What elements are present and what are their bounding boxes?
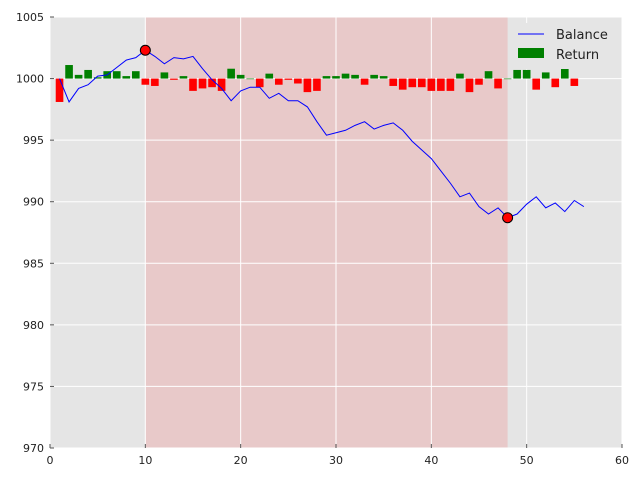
return-bar — [274, 78, 283, 85]
return-bar — [427, 78, 436, 91]
return-bar — [389, 78, 398, 86]
return-bar — [532, 78, 541, 90]
x-tick-label: 20 — [234, 454, 248, 467]
return-bar — [208, 78, 216, 88]
return-bar — [284, 78, 293, 80]
return-bar — [303, 78, 312, 93]
y-tick-label: 1000 — [16, 73, 44, 86]
y-axis-ticks: 970 975 980 985 990 995 1000 1005 — [16, 11, 54, 455]
return-bar — [541, 72, 550, 79]
return-bar — [179, 76, 188, 79]
return-bar — [475, 78, 483, 85]
y-tick-label: 1005 — [16, 11, 44, 24]
return-bar — [265, 73, 274, 79]
return-bar — [437, 78, 445, 91]
legend-return-swatch — [518, 48, 544, 58]
return-bar — [294, 78, 302, 84]
return-bar — [332, 76, 340, 79]
return-bar — [141, 78, 150, 85]
return-bar — [313, 78, 321, 91]
return-bar — [112, 71, 121, 79]
return-bar — [513, 69, 521, 79]
return-bar — [93, 77, 102, 79]
return-bar — [560, 66, 569, 79]
y-tick-label: 985 — [23, 257, 44, 270]
return-bar — [65, 65, 73, 79]
x-tick-label: 0 — [47, 454, 54, 467]
legend-box — [508, 23, 616, 69]
return-bar — [398, 78, 407, 90]
return-bar — [446, 78, 455, 91]
return-bar — [360, 78, 369, 85]
y-tick-label: 995 — [23, 134, 44, 147]
y-tick-label: 980 — [23, 319, 44, 332]
return-bar — [551, 78, 560, 88]
return-bar — [74, 74, 83, 79]
return-bar — [55, 78, 64, 102]
return-bar — [379, 76, 388, 79]
return-bar — [151, 78, 159, 86]
return-bar — [189, 78, 197, 91]
return-bar — [570, 78, 579, 86]
return-bar — [484, 71, 493, 79]
y-tick-label: 990 — [23, 196, 44, 209]
return-bar — [198, 78, 207, 89]
legend-return-label: Return — [556, 48, 599, 63]
return-bar — [417, 78, 426, 88]
balance-marker — [139, 44, 151, 56]
y-tick-label: 970 — [23, 442, 44, 455]
return-bar — [170, 78, 178, 80]
return-bar — [503, 78, 512, 80]
return-bar — [341, 73, 350, 79]
return-bar — [522, 69, 531, 79]
x-tick-label: 10 — [138, 454, 152, 467]
return-bar — [122, 76, 131, 79]
return-bar — [456, 73, 464, 79]
return-bar — [227, 68, 235, 79]
x-tick-label: 30 — [329, 454, 343, 467]
x-tick-label: 60 — [615, 454, 629, 467]
x-tick-label: 50 — [520, 454, 534, 467]
legend-balance-label: Balance — [556, 28, 608, 43]
return-bar — [494, 78, 502, 89]
return-bar — [217, 78, 226, 91]
return-bar — [465, 78, 474, 93]
return-bar — [236, 74, 245, 79]
x-axis-ticks: 0 10 20 30 40 50 60 — [47, 444, 629, 467]
return-bar — [408, 78, 417, 88]
return-bar — [84, 69, 92, 79]
return-bar — [322, 76, 331, 79]
y-tick-label: 975 — [23, 380, 44, 393]
return-bar — [131, 71, 140, 79]
return-bar — [370, 74, 378, 79]
return-bar — [246, 78, 255, 80]
balance-marker — [502, 212, 514, 224]
return-bar — [351, 74, 359, 79]
return-bar — [255, 78, 264, 88]
return-bar — [160, 72, 169, 79]
markers — [139, 44, 514, 224]
legend: Balance Return — [508, 23, 616, 69]
x-tick-label: 40 — [424, 454, 438, 467]
